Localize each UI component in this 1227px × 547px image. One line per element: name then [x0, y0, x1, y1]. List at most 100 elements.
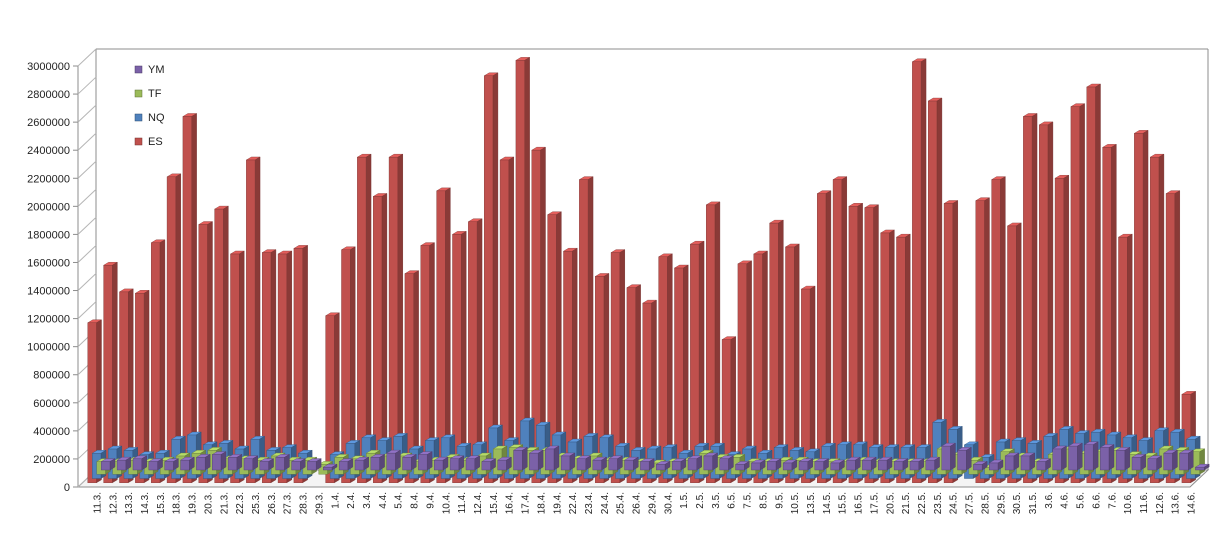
bar-ym-19: [401, 454, 417, 471]
bar-es-39: [705, 201, 721, 484]
x-tick-label: 26.3.: [267, 492, 278, 514]
y-tick-depth-line: [77, 132, 97, 151]
bar-es-32: [594, 273, 610, 484]
bar-es-2: [118, 288, 134, 484]
x-tick-label: 12.3.: [108, 492, 119, 514]
bar-ym-26: [512, 447, 528, 471]
bar-ym-32: [607, 455, 624, 471]
bar-ym-47: [845, 456, 861, 471]
x-tick-label: 3.5.: [711, 492, 722, 509]
bar-es-41: [737, 260, 753, 484]
x-tick-label: 26.4.: [632, 492, 643, 514]
bar-ym-65: [1131, 454, 1147, 471]
bar-ym-62: [1083, 441, 1099, 471]
x-tick-label: 11.6.: [1139, 492, 1150, 514]
bar-ym-42: [766, 458, 782, 471]
x-tick-label: 23.5.: [933, 492, 944, 514]
bar-es-6: [182, 113, 198, 484]
x-tick-label: 14.3.: [140, 492, 151, 514]
bar-ym-27: [528, 449, 544, 471]
x-tick-label: 18.3.: [172, 492, 183, 514]
x-axis-ticks: 11.3. 12.3. 13.3. 14.3. 15.3. 18.3. 19.3. 20.3.…: [92, 492, 1197, 514]
bar-es-31: [578, 176, 594, 484]
bar-es-13: [293, 245, 309, 484]
y-tick-label: 600000: [33, 398, 70, 410]
bar-es-15: [324, 312, 341, 484]
bar-es-12: [277, 250, 293, 484]
bar-es-38: [689, 240, 705, 484]
y-tick-label: 2000000: [27, 201, 70, 213]
bar-es-24: [467, 218, 483, 484]
bar-es-47: [832, 176, 848, 484]
x-tick-label: 9.4.: [425, 492, 436, 509]
x-tick-label: 29.4.: [647, 492, 658, 514]
bar-es-64: [1101, 144, 1118, 484]
x-tick-label: 31.5.: [1028, 492, 1039, 514]
bar-es-20: [404, 270, 420, 484]
bar-ym-17: [370, 454, 386, 471]
x-tick-label: 27.3.: [283, 492, 294, 514]
y-tick-depth-line: [77, 301, 97, 319]
bar-es-50: [879, 229, 896, 484]
bar-ym-5: [179, 456, 195, 471]
y-tick-label: 1000000: [27, 342, 70, 354]
bar-ym-57: [1004, 452, 1020, 471]
x-tick-label: 12.4.: [473, 492, 484, 514]
bar-es-65: [1117, 233, 1133, 484]
bar-ym-51: [909, 458, 925, 471]
bar-es-4: [150, 239, 166, 484]
legend-swatch: [134, 65, 143, 74]
y-tick-depth-line: [77, 160, 97, 179]
x-tick-label: 25.4.: [616, 492, 627, 514]
bar-ym-15: [338, 458, 354, 471]
bar-es-46: [816, 190, 832, 484]
x-tick-label: 10.6.: [1123, 492, 1134, 514]
bar-es-44: [784, 243, 800, 484]
bar-es-59: [1022, 113, 1038, 484]
bar-ym-4: [163, 458, 180, 471]
x-tick-label: 3.4.: [362, 492, 373, 509]
y-tick-label: 2400000: [27, 145, 70, 157]
bar-es-43: [768, 219, 785, 484]
bar-es-40: [721, 336, 737, 484]
bar-ym-23: [465, 455, 481, 471]
bar-es-1: [102, 261, 119, 484]
y-tick-label: 1600000: [27, 257, 70, 269]
bar-es-36: [657, 253, 674, 484]
bar-es-22: [435, 187, 452, 484]
x-tick-label: 1.5.: [679, 492, 690, 509]
bar-ym-10: [259, 458, 275, 471]
x-tick-label: 23.4.: [584, 492, 595, 514]
bar-ym-59: [1036, 458, 1052, 471]
x-tick-label: 6.6.: [1091, 492, 1102, 509]
bar-ym-40: [734, 461, 750, 471]
bar-es-11: [261, 249, 277, 484]
y-tick-label: 2200000: [27, 173, 70, 185]
bar-ym-7: [211, 451, 227, 471]
bar-es-21: [420, 242, 436, 484]
x-tick-label: 14.5.: [822, 492, 833, 514]
bar-ym-8: [227, 454, 243, 471]
bar-es-9: [229, 250, 245, 484]
y-tick-label: 3000000: [27, 61, 70, 73]
bar-ym-33: [623, 456, 639, 471]
bar-es-33: [610, 249, 626, 484]
bar-es-3: [134, 289, 150, 484]
bar-ym-28: [544, 445, 560, 471]
x-tick-label: 15.4.: [489, 492, 500, 514]
y-tick-depth-line: [77, 104, 97, 123]
x-tick-label: 22.4.: [568, 492, 579, 514]
bar-ym-50: [893, 458, 909, 471]
x-tick-label: 20.5.: [885, 492, 896, 514]
bar-ym-2: [132, 455, 148, 471]
legend-label: YM: [148, 64, 165, 76]
bar-es-10: [245, 156, 261, 484]
bar-ym-44: [798, 458, 814, 471]
bar-ym-12: [290, 458, 306, 471]
x-tick-label: 16.4.: [505, 492, 516, 514]
bar-es-56: [975, 197, 991, 484]
y-tick-label: 1200000: [27, 314, 70, 326]
y-tick-depth-line: [77, 245, 97, 263]
